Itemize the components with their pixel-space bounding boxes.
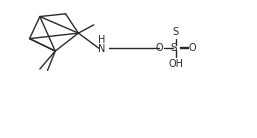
Text: H: H: [98, 35, 105, 45]
Text: O: O: [188, 43, 196, 53]
Text: O: O: [155, 43, 163, 53]
Text: N: N: [98, 44, 105, 54]
Text: S: S: [170, 43, 177, 53]
Text: S: S: [172, 27, 179, 37]
Text: OH: OH: [168, 59, 183, 69]
